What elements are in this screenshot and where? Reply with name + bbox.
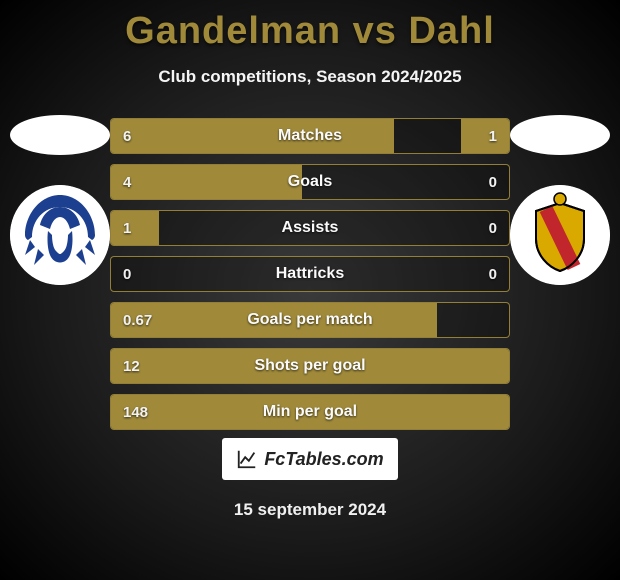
stat-label: Hattricks [111,257,509,291]
player-left-panel [0,115,120,285]
player-right-panel [500,115,620,285]
shield-crest-icon [510,185,610,285]
chief-head-icon [10,185,110,285]
stats-container: 61Matches40Goals10Assists00Hattricks0.67… [110,118,510,440]
stat-value-right [485,349,509,383]
stat-value-left: 148 [111,395,160,429]
stat-value-left: 0.67 [111,303,164,337]
stat-value-left: 4 [111,165,143,199]
comparison-date: 15 september 2024 [0,500,620,520]
stat-row: 12Shots per goal [110,348,510,384]
brand-text: FcTables.com [264,449,383,470]
page-title: Gandelman vs Dahl [0,0,620,53]
stat-value-left: 6 [111,119,143,153]
stat-row: 1 0Assists [110,210,510,246]
stat-value-right: 0 [477,257,509,291]
stat-bar-left [111,119,394,153]
stat-value-right [485,303,509,337]
stat-row: 61Matches [110,118,510,154]
stat-value-left: 0 [111,257,143,291]
brand-logo: FcTables.com [222,438,398,480]
stat-value-right: 1 [477,119,509,153]
stat-bar-left [111,395,509,429]
stat-row: 40Goals [110,164,510,200]
stat-row: 0.67Goals per match [110,302,510,338]
stat-value-right: 0 [477,211,509,245]
chart-icon [236,448,258,470]
club-crest-right [510,185,610,285]
stat-bar-left [111,349,509,383]
player-left-photo [10,115,110,155]
page-subtitle: Club competitions, Season 2024/2025 [0,67,620,87]
stat-row: 148Min per goal [110,394,510,430]
stat-row: 0 0Hattricks [110,256,510,292]
stat-value-right [485,395,509,429]
stat-label: Assists [111,211,509,245]
club-crest-left [10,185,110,285]
stat-value-left: 12 [111,349,152,383]
player-right-photo [510,115,610,155]
stat-value-right: 0 [477,165,509,199]
stat-value-left: 1 [111,211,143,245]
